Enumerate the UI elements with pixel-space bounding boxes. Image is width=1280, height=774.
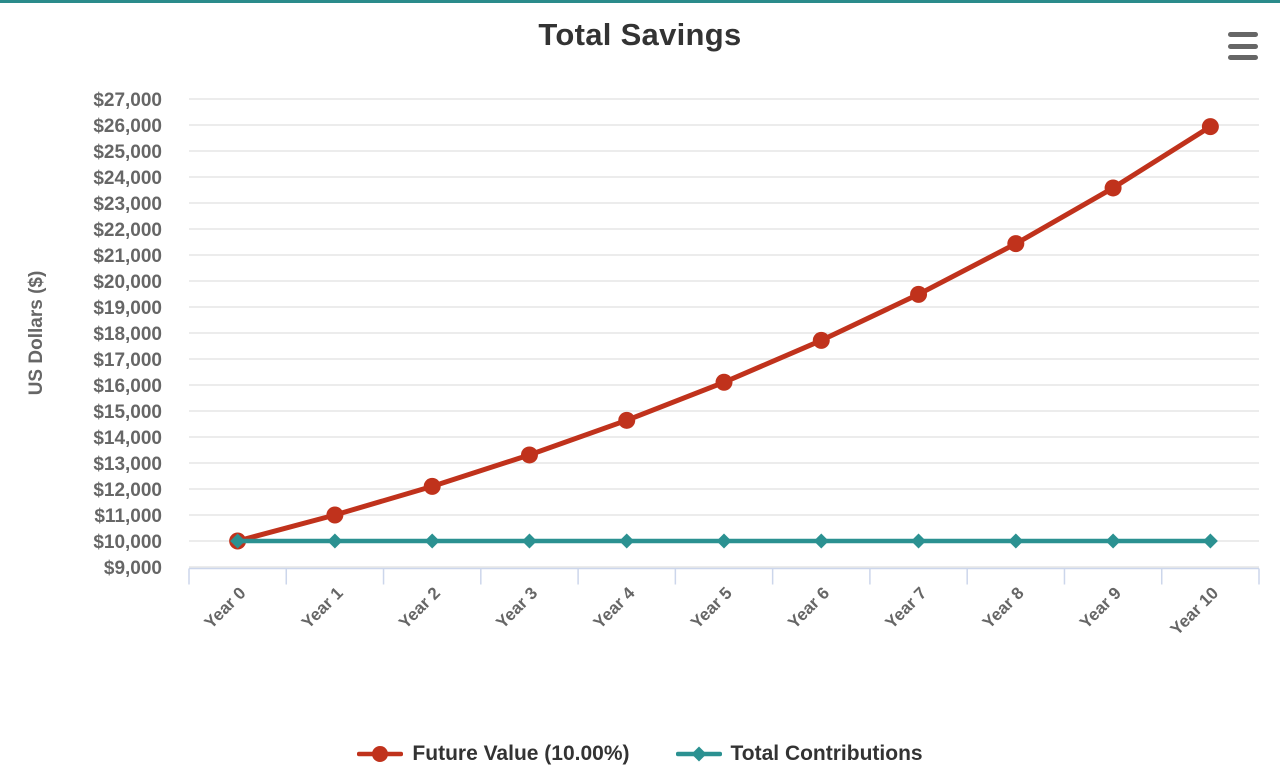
y-tick-label: $24,000 — [93, 168, 162, 189]
x-tick-label: Year 1 — [298, 583, 347, 632]
y-tick-label: $18,000 — [93, 324, 162, 345]
data-point-marker[interactable] — [716, 533, 732, 549]
data-point-marker[interactable] — [326, 506, 344, 524]
data-point-marker[interactable] — [911, 533, 927, 549]
data-point-marker[interactable] — [1201, 118, 1219, 136]
y-tick-label: $25,000 — [93, 142, 162, 163]
x-tick-label: Year 3 — [492, 583, 541, 632]
plot-area: $9,000 $10,000 $11,000 $12,000 $13,000 $14,00… — [26, 90, 1260, 639]
y-tick-label: $15,000 — [93, 402, 162, 423]
chart-title: Total Savings — [538, 17, 742, 52]
y-tick-label: $22,000 — [93, 220, 162, 241]
y-tick-label: $19,000 — [93, 298, 162, 319]
series-line-0 — [235, 124, 1213, 544]
x-tick-label: Year 2 — [395, 583, 444, 632]
x-tick-label: Year 0 — [201, 583, 250, 632]
legend-item-future-value[interactable]: Future Value (10.00%) — [357, 742, 630, 766]
legend-diamond-marker-icon — [675, 746, 722, 762]
legend-item-total-contributions[interactable]: Total Contributions — [675, 742, 923, 766]
data-point-marker[interactable] — [813, 533, 829, 549]
data-point-marker[interactable] — [618, 411, 636, 429]
legend-marker-diamond — [691, 746, 706, 762]
x-tick-label: Year 9 — [1076, 583, 1125, 632]
x-tick-label: Year 4 — [590, 583, 639, 632]
x-tick-label: Year 10 — [1167, 583, 1223, 639]
y-tick-label: $17,000 — [93, 350, 162, 371]
y-tick-label: $11,000 — [94, 506, 162, 527]
data-point-marker[interactable] — [521, 533, 537, 549]
data-point-marker[interactable] — [1104, 179, 1122, 197]
data-point-marker[interactable] — [327, 533, 343, 549]
y-tick-label: $14,000 — [93, 428, 162, 449]
data-point-marker[interactable] — [230, 533, 246, 549]
y-tick-label: $20,000 — [93, 272, 162, 293]
y-tick-label: $27,000 — [93, 90, 162, 111]
data-point-marker[interactable] — [812, 331, 830, 349]
x-tick-label: Year 8 — [979, 583, 1028, 632]
hamburger-icon — [1228, 43, 1258, 49]
data-point-marker[interactable] — [1105, 533, 1121, 549]
data-point-marker[interactable] — [423, 477, 441, 495]
chart-context-menu-button[interactable] — [1228, 32, 1258, 60]
data-point-marker[interactable] — [910, 285, 928, 303]
hamburger-icon — [1228, 55, 1258, 60]
y-tick-label: $23,000 — [93, 194, 162, 215]
hamburger-icon — [1228, 32, 1258, 37]
y-tick-label: $10,000 — [93, 532, 162, 553]
y-axis-title: US Dollars ($) — [26, 271, 47, 396]
x-tick-label: Year 6 — [784, 583, 833, 632]
legend-marker-circle — [372, 746, 389, 762]
y-tick-label: $12,000 — [93, 480, 162, 501]
x-tick-label: Year 7 — [882, 583, 931, 632]
data-point-marker[interactable] — [619, 533, 635, 549]
y-tick-label: $26,000 — [93, 116, 162, 137]
data-point-marker[interactable] — [1008, 533, 1024, 549]
y-tick-label: $13,000 — [93, 454, 162, 475]
legend-label-total-contributions: Total Contributions — [730, 742, 923, 765]
data-point-marker[interactable] — [1202, 533, 1218, 549]
legend-label-future-value: Future Value (10.00%) — [412, 742, 630, 765]
y-tick-label: $21,000 — [93, 246, 162, 267]
y-tick-label: $9,000 — [104, 558, 162, 579]
legend-circle-marker-icon — [357, 746, 404, 762]
data-point-marker[interactable] — [424, 533, 440, 549]
x-tick-label: Year 5 — [687, 583, 736, 632]
legend: Future Value (10.00%) Total Contribution… — [0, 742, 1280, 766]
y-tick-label: $16,000 — [93, 376, 162, 397]
data-point-marker[interactable] — [520, 446, 538, 464]
data-point-marker[interactable] — [715, 373, 733, 391]
data-point-marker[interactable] — [1007, 235, 1025, 253]
